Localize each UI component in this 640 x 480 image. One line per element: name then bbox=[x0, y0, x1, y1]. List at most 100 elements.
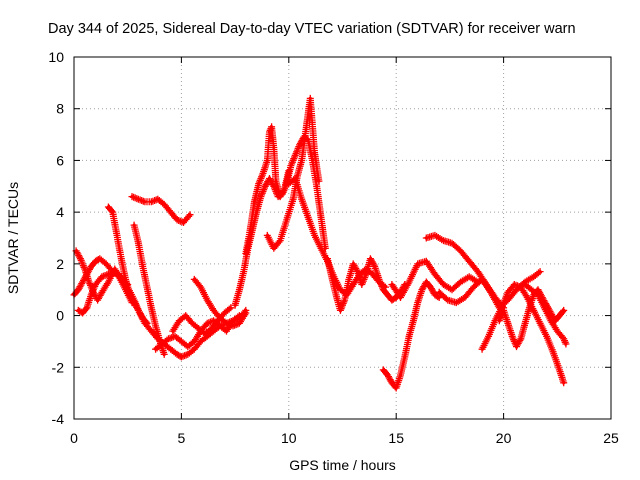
data-point bbox=[428, 285, 433, 289]
data-point bbox=[450, 241, 454, 245]
data-point bbox=[514, 345, 519, 349]
data-point bbox=[360, 282, 364, 287]
data-point bbox=[89, 293, 93, 297]
data-point bbox=[166, 337, 171, 341]
data-point bbox=[355, 270, 360, 274]
data-point bbox=[261, 171, 265, 175]
x-tick-label: 5 bbox=[178, 430, 186, 446]
data-point bbox=[93, 259, 98, 263]
data-point bbox=[263, 184, 267, 188]
data-point bbox=[80, 311, 85, 315]
data-point bbox=[132, 301, 136, 305]
y-axis-label: SDTVAR / TECUs bbox=[5, 182, 21, 294]
data-point bbox=[330, 275, 334, 279]
data-point bbox=[192, 339, 196, 344]
series-trace-p bbox=[388, 257, 482, 301]
data-point bbox=[78, 257, 83, 261]
data-point bbox=[441, 282, 446, 287]
data-point bbox=[274, 179, 278, 183]
data-point bbox=[128, 293, 132, 297]
data-point bbox=[287, 169, 291, 173]
y-tick-label: 0 bbox=[56, 308, 64, 324]
data-point bbox=[229, 306, 233, 310]
data-point bbox=[506, 290, 510, 294]
data-point bbox=[564, 342, 568, 346]
data-point bbox=[289, 164, 293, 168]
data-point bbox=[542, 306, 547, 310]
data-point bbox=[551, 350, 555, 354]
series-trace-e bbox=[128, 193, 194, 226]
data-point bbox=[205, 321, 209, 325]
data-point bbox=[136, 308, 141, 312]
data-point bbox=[519, 285, 523, 289]
y-tick-label: 10 bbox=[48, 49, 64, 65]
data-point bbox=[85, 306, 89, 310]
data-point bbox=[104, 262, 108, 266]
data-point bbox=[149, 200, 153, 204]
data-point bbox=[231, 324, 235, 328]
data-point bbox=[141, 264, 145, 269]
data-point bbox=[272, 145, 276, 150]
data-point bbox=[248, 228, 252, 232]
series-markers bbox=[285, 175, 389, 299]
data-point bbox=[377, 277, 381, 281]
data-point bbox=[394, 386, 398, 390]
data-point bbox=[199, 339, 203, 344]
data-point bbox=[480, 277, 484, 281]
data-point bbox=[386, 373, 390, 377]
data-point bbox=[532, 308, 536, 312]
data-point bbox=[306, 215, 310, 219]
data-point bbox=[212, 319, 216, 323]
data-point bbox=[308, 96, 312, 100]
data-point bbox=[145, 321, 149, 325]
data-point bbox=[467, 259, 471, 263]
data-point bbox=[270, 125, 274, 129]
data-point bbox=[463, 295, 467, 300]
plot-frame bbox=[73, 56, 612, 420]
data-point bbox=[351, 282, 355, 287]
data-point bbox=[179, 355, 183, 359]
data-point bbox=[394, 295, 398, 300]
data-point bbox=[398, 373, 403, 377]
data-point bbox=[252, 200, 257, 204]
data-point bbox=[450, 288, 454, 292]
data-point bbox=[523, 282, 527, 287]
data-point bbox=[244, 311, 248, 315]
data-point bbox=[538, 270, 542, 274]
x-tick-label: 10 bbox=[281, 430, 297, 446]
data-point bbox=[562, 308, 566, 312]
data-point bbox=[523, 321, 527, 325]
data-point bbox=[502, 308, 506, 312]
data-point bbox=[259, 195, 263, 199]
data-point bbox=[437, 290, 441, 294]
data-point bbox=[433, 233, 437, 238]
data-point bbox=[323, 246, 327, 250]
data-point bbox=[424, 280, 428, 284]
data-point bbox=[381, 288, 385, 292]
x-tick-label: 25 bbox=[603, 430, 619, 446]
data-point bbox=[300, 197, 304, 201]
data-point bbox=[186, 345, 190, 349]
data-point bbox=[364, 272, 368, 276]
data-point bbox=[338, 308, 342, 312]
data-point bbox=[497, 319, 501, 323]
data-point bbox=[319, 246, 323, 250]
data-point bbox=[76, 288, 80, 292]
data-point bbox=[390, 381, 394, 385]
data-point bbox=[267, 130, 272, 134]
data-point bbox=[89, 264, 93, 269]
data-point bbox=[291, 197, 295, 201]
data-point bbox=[111, 210, 115, 214]
data-point bbox=[390, 282, 394, 287]
data-point bbox=[471, 285, 476, 289]
grid bbox=[74, 57, 611, 419]
data-point bbox=[407, 280, 411, 284]
data-point bbox=[446, 298, 450, 302]
data-point bbox=[390, 298, 394, 302]
data-point bbox=[529, 288, 534, 292]
data-point bbox=[398, 295, 403, 300]
data-point bbox=[424, 236, 428, 240]
data-point bbox=[454, 301, 458, 305]
series-trace-i bbox=[190, 275, 250, 330]
data-point bbox=[562, 337, 566, 341]
